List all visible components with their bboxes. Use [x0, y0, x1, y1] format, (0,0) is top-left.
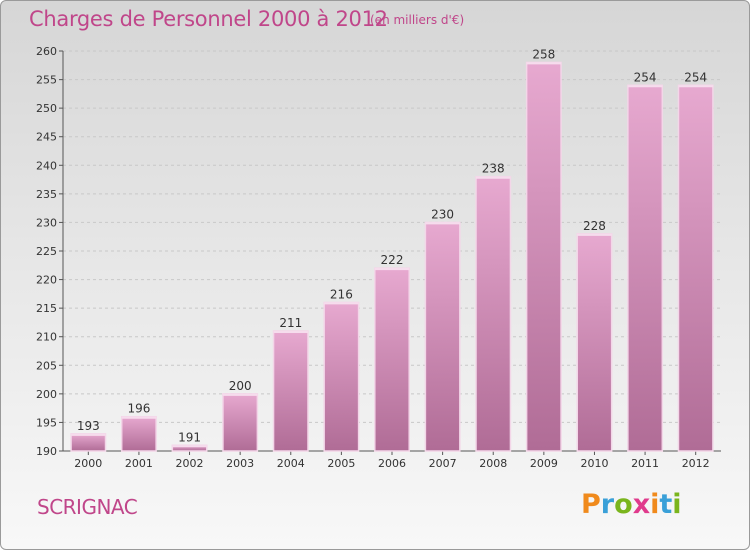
bar-2007 — [424, 221, 461, 452]
y-tick-label: 255 — [36, 74, 57, 87]
x-tick-label: 2011 — [631, 457, 659, 470]
data-label: 254 — [684, 70, 707, 84]
y-tick-label: 215 — [36, 302, 57, 315]
data-label: 222 — [381, 253, 404, 267]
bar-2011 — [627, 84, 664, 452]
x-tick-label: 2002 — [176, 457, 204, 470]
logo-letter: x — [632, 489, 651, 520]
x-tick-label: 2012 — [682, 457, 710, 470]
bar-2003 — [222, 393, 259, 452]
data-label: 228 — [583, 219, 606, 233]
logo-letter: i — [650, 489, 660, 520]
data-label: 238 — [482, 162, 505, 176]
chart-title: Charges de Personnel 2000 à 2012 — [29, 7, 388, 31]
y-tick-label: 220 — [36, 274, 57, 287]
x-tick-label: 2010 — [580, 457, 608, 470]
data-label: 254 — [634, 70, 657, 84]
commune-name: SCRIGNAC — [37, 495, 138, 519]
x-tick-label: 2003 — [226, 457, 254, 470]
bar-2006 — [374, 267, 410, 452]
y-tick-label: 245 — [36, 131, 57, 144]
y-tick-label: 260 — [36, 45, 57, 58]
logo-letter: o — [614, 489, 633, 520]
bar-2009 — [525, 61, 562, 452]
y-tick-label: 240 — [36, 159, 57, 172]
data-label: 258 — [532, 47, 555, 61]
bar-2005 — [323, 301, 360, 452]
bar-2010 — [576, 233, 613, 452]
x-tick-label: 2007 — [429, 457, 457, 470]
proxiti-logo: Proxiti — [581, 489, 682, 520]
y-tick-label: 235 — [36, 188, 57, 201]
y-tick-label: 250 — [36, 102, 57, 115]
data-label: 200 — [229, 379, 252, 393]
bar-2000 — [70, 433, 107, 452]
x-tick-label: 2006 — [378, 457, 406, 470]
labels: 190 195 200 205 210 215 220 225 230 235 240 245 250 2… — [36, 45, 710, 470]
bars — [70, 61, 714, 452]
data-label: 211 — [279, 316, 302, 330]
y-tick-label: 225 — [36, 245, 57, 258]
bar-2012 — [677, 84, 714, 452]
data-label: 196 — [127, 402, 150, 416]
x-tick-label: 2004 — [277, 457, 305, 470]
data-label: 193 — [77, 419, 100, 433]
y-tick-label: 190 — [36, 445, 57, 458]
chart-subtitle: (en milliers d'€) — [370, 13, 465, 27]
logo-letter: r — [600, 489, 615, 520]
logo-letter: t — [659, 489, 673, 520]
x-tick-label: 2009 — [530, 457, 558, 470]
y-tick-label: 200 — [36, 388, 57, 401]
bar-2001 — [120, 415, 157, 452]
y-tick-label: 210 — [36, 331, 57, 344]
y-tick-label: 195 — [36, 416, 57, 429]
bar-2004 — [272, 330, 309, 452]
x-tick-label: 2005 — [327, 457, 355, 470]
bar-2008 — [475, 175, 512, 452]
data-label: 191 — [178, 430, 201, 444]
y-tick-label: 230 — [36, 216, 57, 229]
logo-letter: P — [581, 489, 601, 520]
logo-letter: i — [672, 489, 682, 520]
x-tick-label: 2000 — [74, 457, 102, 470]
data-label: 230 — [431, 207, 454, 221]
data-label: 216 — [330, 287, 353, 301]
x-tick-label: 2001 — [125, 457, 153, 470]
y-tick-label: 205 — [36, 359, 57, 372]
x-tick-label: 2008 — [479, 457, 507, 470]
